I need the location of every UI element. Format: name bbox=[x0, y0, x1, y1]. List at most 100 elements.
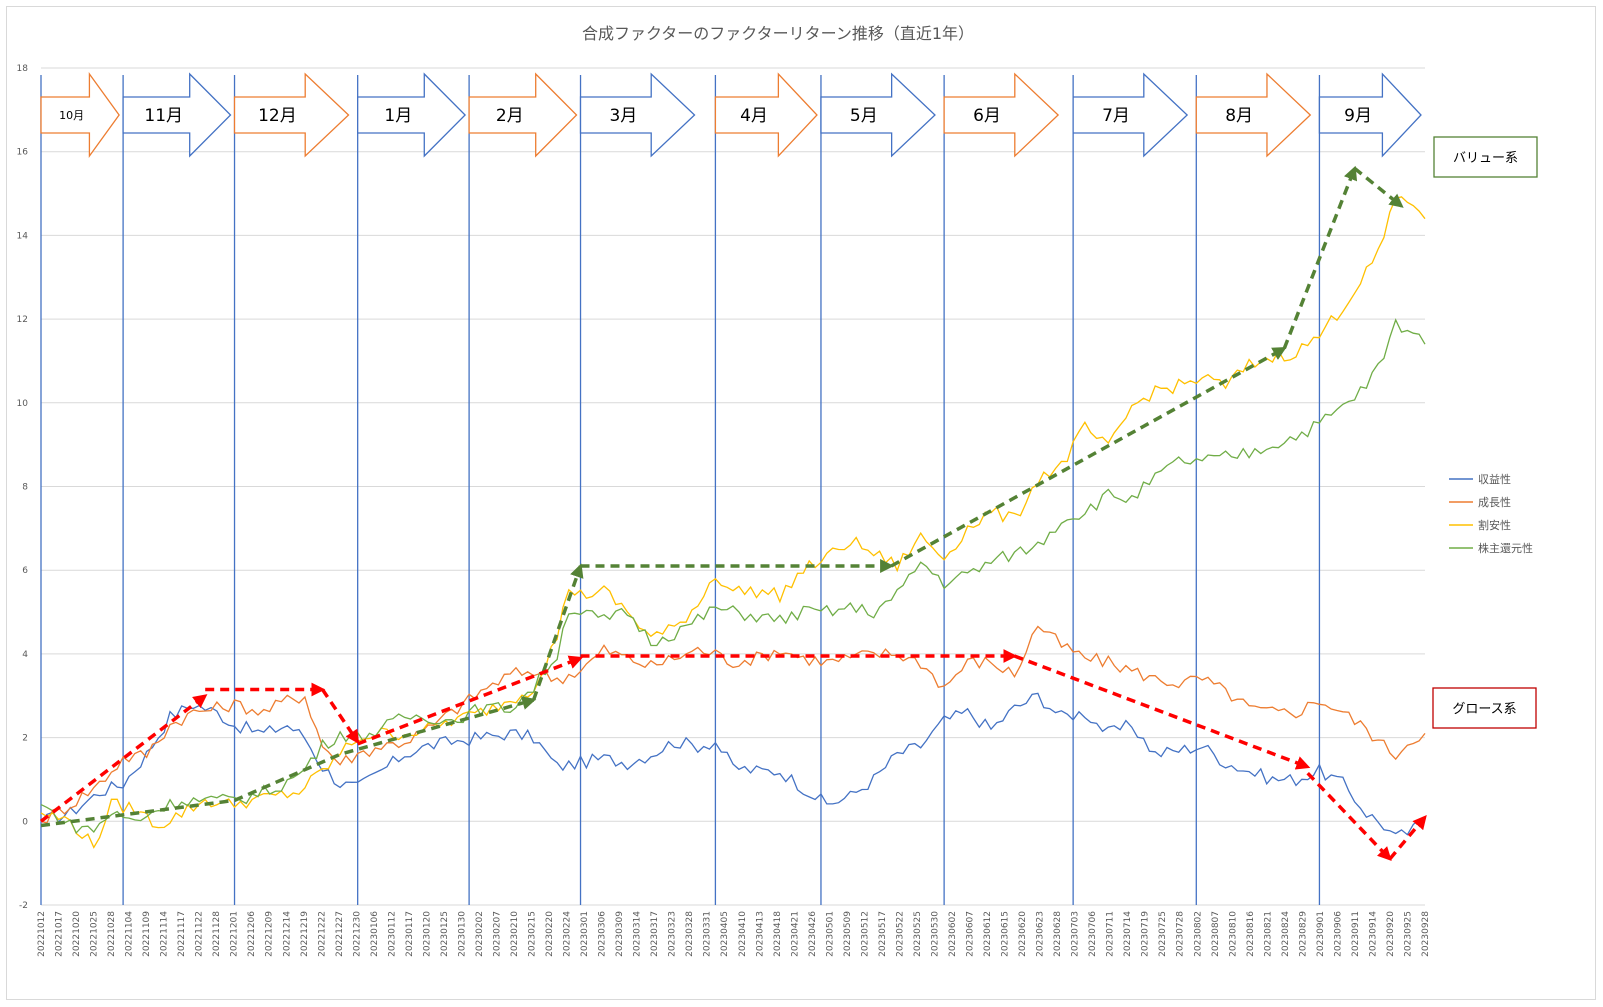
x-tick-label: 20230607 bbox=[966, 911, 976, 957]
x-tick-label: 20221020 bbox=[72, 911, 82, 957]
month-arrow bbox=[233, 72, 350, 158]
trend-arrows bbox=[39, 165, 1427, 862]
x-tick-label: 20230703 bbox=[1071, 911, 1081, 957]
series-line bbox=[40, 196, 1426, 849]
x-tick-label: 20230306 bbox=[598, 911, 608, 957]
month-label: 11月 bbox=[144, 106, 183, 126]
chart-frame: 合成ファクターのファクターリターン推移（直近1年） -2 0 2 4 6 8 10 12 14 1… bbox=[6, 6, 1596, 1000]
x-tick-label: 20230509 bbox=[843, 911, 853, 957]
x-tick-label: 20230112 bbox=[387, 911, 397, 957]
x-tick-label: 20221109 bbox=[142, 911, 152, 957]
x-tick-label: 20221017 bbox=[55, 911, 65, 957]
month-label: 10月 bbox=[59, 109, 84, 122]
x-tick-label: 20230215 bbox=[528, 911, 538, 957]
x-tick-label: 20230615 bbox=[1001, 911, 1011, 957]
x-tick-label: 20230925 bbox=[1403, 911, 1413, 957]
month-dividers bbox=[40, 75, 1321, 905]
x-tick-label: 20230711 bbox=[1106, 911, 1116, 957]
factor-return-chart: 合成ファクターのファクターリターン推移（直近1年） -2 0 2 4 6 8 10 12 14 1… bbox=[17, 24, 1538, 957]
chart-title: 合成ファクターのファクターリターン推移（直近1年） bbox=[582, 24, 974, 43]
x-tick-label: 20230421 bbox=[790, 911, 800, 957]
x-tick-label: 20221219 bbox=[300, 911, 310, 957]
y-tick-label: -2 bbox=[19, 901, 28, 911]
x-tick-label: 20230331 bbox=[703, 911, 713, 957]
series-line bbox=[40, 625, 1426, 824]
x-tick-label: 20230328 bbox=[685, 911, 695, 957]
x-tick-label: 20221214 bbox=[282, 911, 292, 957]
x-tick-label: 20230816 bbox=[1246, 911, 1256, 957]
x-tick-label: 20230725 bbox=[1158, 911, 1168, 957]
growth-trend-arrow bbox=[357, 655, 584, 746]
x-tick-label: 20230525 bbox=[913, 911, 923, 957]
growth-trend-arrow bbox=[1388, 814, 1427, 861]
month-arrow bbox=[714, 72, 818, 158]
growth-trend-arrow bbox=[1306, 771, 1392, 862]
y-tick-label: 8 bbox=[22, 483, 28, 493]
month-label: 9月 bbox=[1344, 106, 1372, 126]
value-trend-arrow bbox=[531, 563, 584, 701]
x-tick-label: 20221206 bbox=[247, 911, 257, 957]
value-trend-arrow bbox=[1282, 165, 1358, 350]
y-tick-label: 12 bbox=[17, 315, 28, 325]
x-tick-label: 20230602 bbox=[948, 911, 958, 957]
x-tick-label: 20230810 bbox=[1228, 911, 1238, 957]
x-tick-label: 20230418 bbox=[773, 911, 783, 957]
x-tick-label: 20230314 bbox=[633, 911, 643, 957]
month-arrow bbox=[40, 71, 120, 159]
x-tick-label: 20221028 bbox=[107, 911, 117, 957]
x-tick-label: 20230125 bbox=[440, 911, 450, 957]
x-tick-label: 20230309 bbox=[615, 911, 625, 957]
month-arrow bbox=[579, 72, 696, 158]
value-trend-arrow bbox=[890, 346, 1287, 568]
y-tick-label: 0 bbox=[22, 817, 28, 827]
y-tick-label: 2 bbox=[22, 734, 28, 744]
x-tick-label: 20230906 bbox=[1333, 911, 1343, 957]
x-tick-label: 20230829 bbox=[1298, 911, 1308, 957]
y-tick-label: 18 bbox=[17, 64, 29, 74]
x-tick-label: 20221222 bbox=[317, 911, 327, 957]
annotation-label: グロース系 bbox=[1452, 702, 1516, 717]
x-tick-label: 20230612 bbox=[983, 911, 993, 957]
legend-label: 割安性 bbox=[1478, 518, 1511, 532]
x-tick-label: 20230224 bbox=[563, 911, 573, 957]
month-arrows: 10月 11月 12月 1月 2月 3月 4月 5月 6月 7月 8月 9月 bbox=[40, 71, 1422, 159]
month-label: 8月 bbox=[1225, 106, 1253, 126]
x-tick-label: 20230317 bbox=[650, 911, 660, 957]
x-tick-label: 20230928 bbox=[1421, 911, 1431, 957]
x-tick-label: 20221114 bbox=[160, 911, 170, 957]
month-label: 4月 bbox=[740, 106, 768, 126]
x-tick-label: 20221025 bbox=[90, 911, 100, 957]
x-tick-label: 20230120 bbox=[422, 911, 432, 957]
month-arrow bbox=[1318, 72, 1422, 158]
month-label: 7月 bbox=[1102, 106, 1130, 126]
month-label: 5月 bbox=[850, 106, 878, 126]
month-label: 12月 bbox=[258, 106, 297, 126]
x-tick-label: 20230207 bbox=[492, 911, 502, 957]
x-tick-label: 20230728 bbox=[1176, 911, 1186, 957]
x-tick-label: 20221012 bbox=[37, 911, 47, 957]
x-tick-label: 20230512 bbox=[860, 911, 870, 957]
y-tick-label: 4 bbox=[22, 650, 28, 660]
x-tick-label: 20230623 bbox=[1036, 911, 1046, 957]
x-tick-label: 20230220 bbox=[545, 911, 555, 957]
x-tick-label: 20230530 bbox=[930, 911, 940, 957]
x-tick-label: 20230323 bbox=[668, 911, 678, 957]
annotation-label: バリュー系 bbox=[1453, 151, 1518, 166]
x-tick-label: 20221122 bbox=[195, 911, 205, 957]
x-tick-label: 20230202 bbox=[475, 911, 485, 957]
x-tick-label: 20230517 bbox=[878, 911, 888, 957]
annotation-box bbox=[1432, 687, 1537, 729]
x-tick-label: 20230821 bbox=[1263, 911, 1273, 957]
x-tick-label: 20230426 bbox=[808, 911, 818, 957]
month-label: 6月 bbox=[973, 106, 1001, 126]
x-tick-label: 20230714 bbox=[1123, 911, 1133, 957]
series-lines bbox=[40, 196, 1426, 849]
x-tick-label: 20230117 bbox=[405, 911, 415, 957]
x-tick-label: 20230210 bbox=[510, 911, 520, 957]
x-tick-label: 20230802 bbox=[1193, 911, 1203, 957]
month-arrow bbox=[1195, 72, 1312, 158]
y-tick-label: 6 bbox=[22, 566, 28, 576]
x-tick-label: 20230920 bbox=[1386, 911, 1396, 957]
